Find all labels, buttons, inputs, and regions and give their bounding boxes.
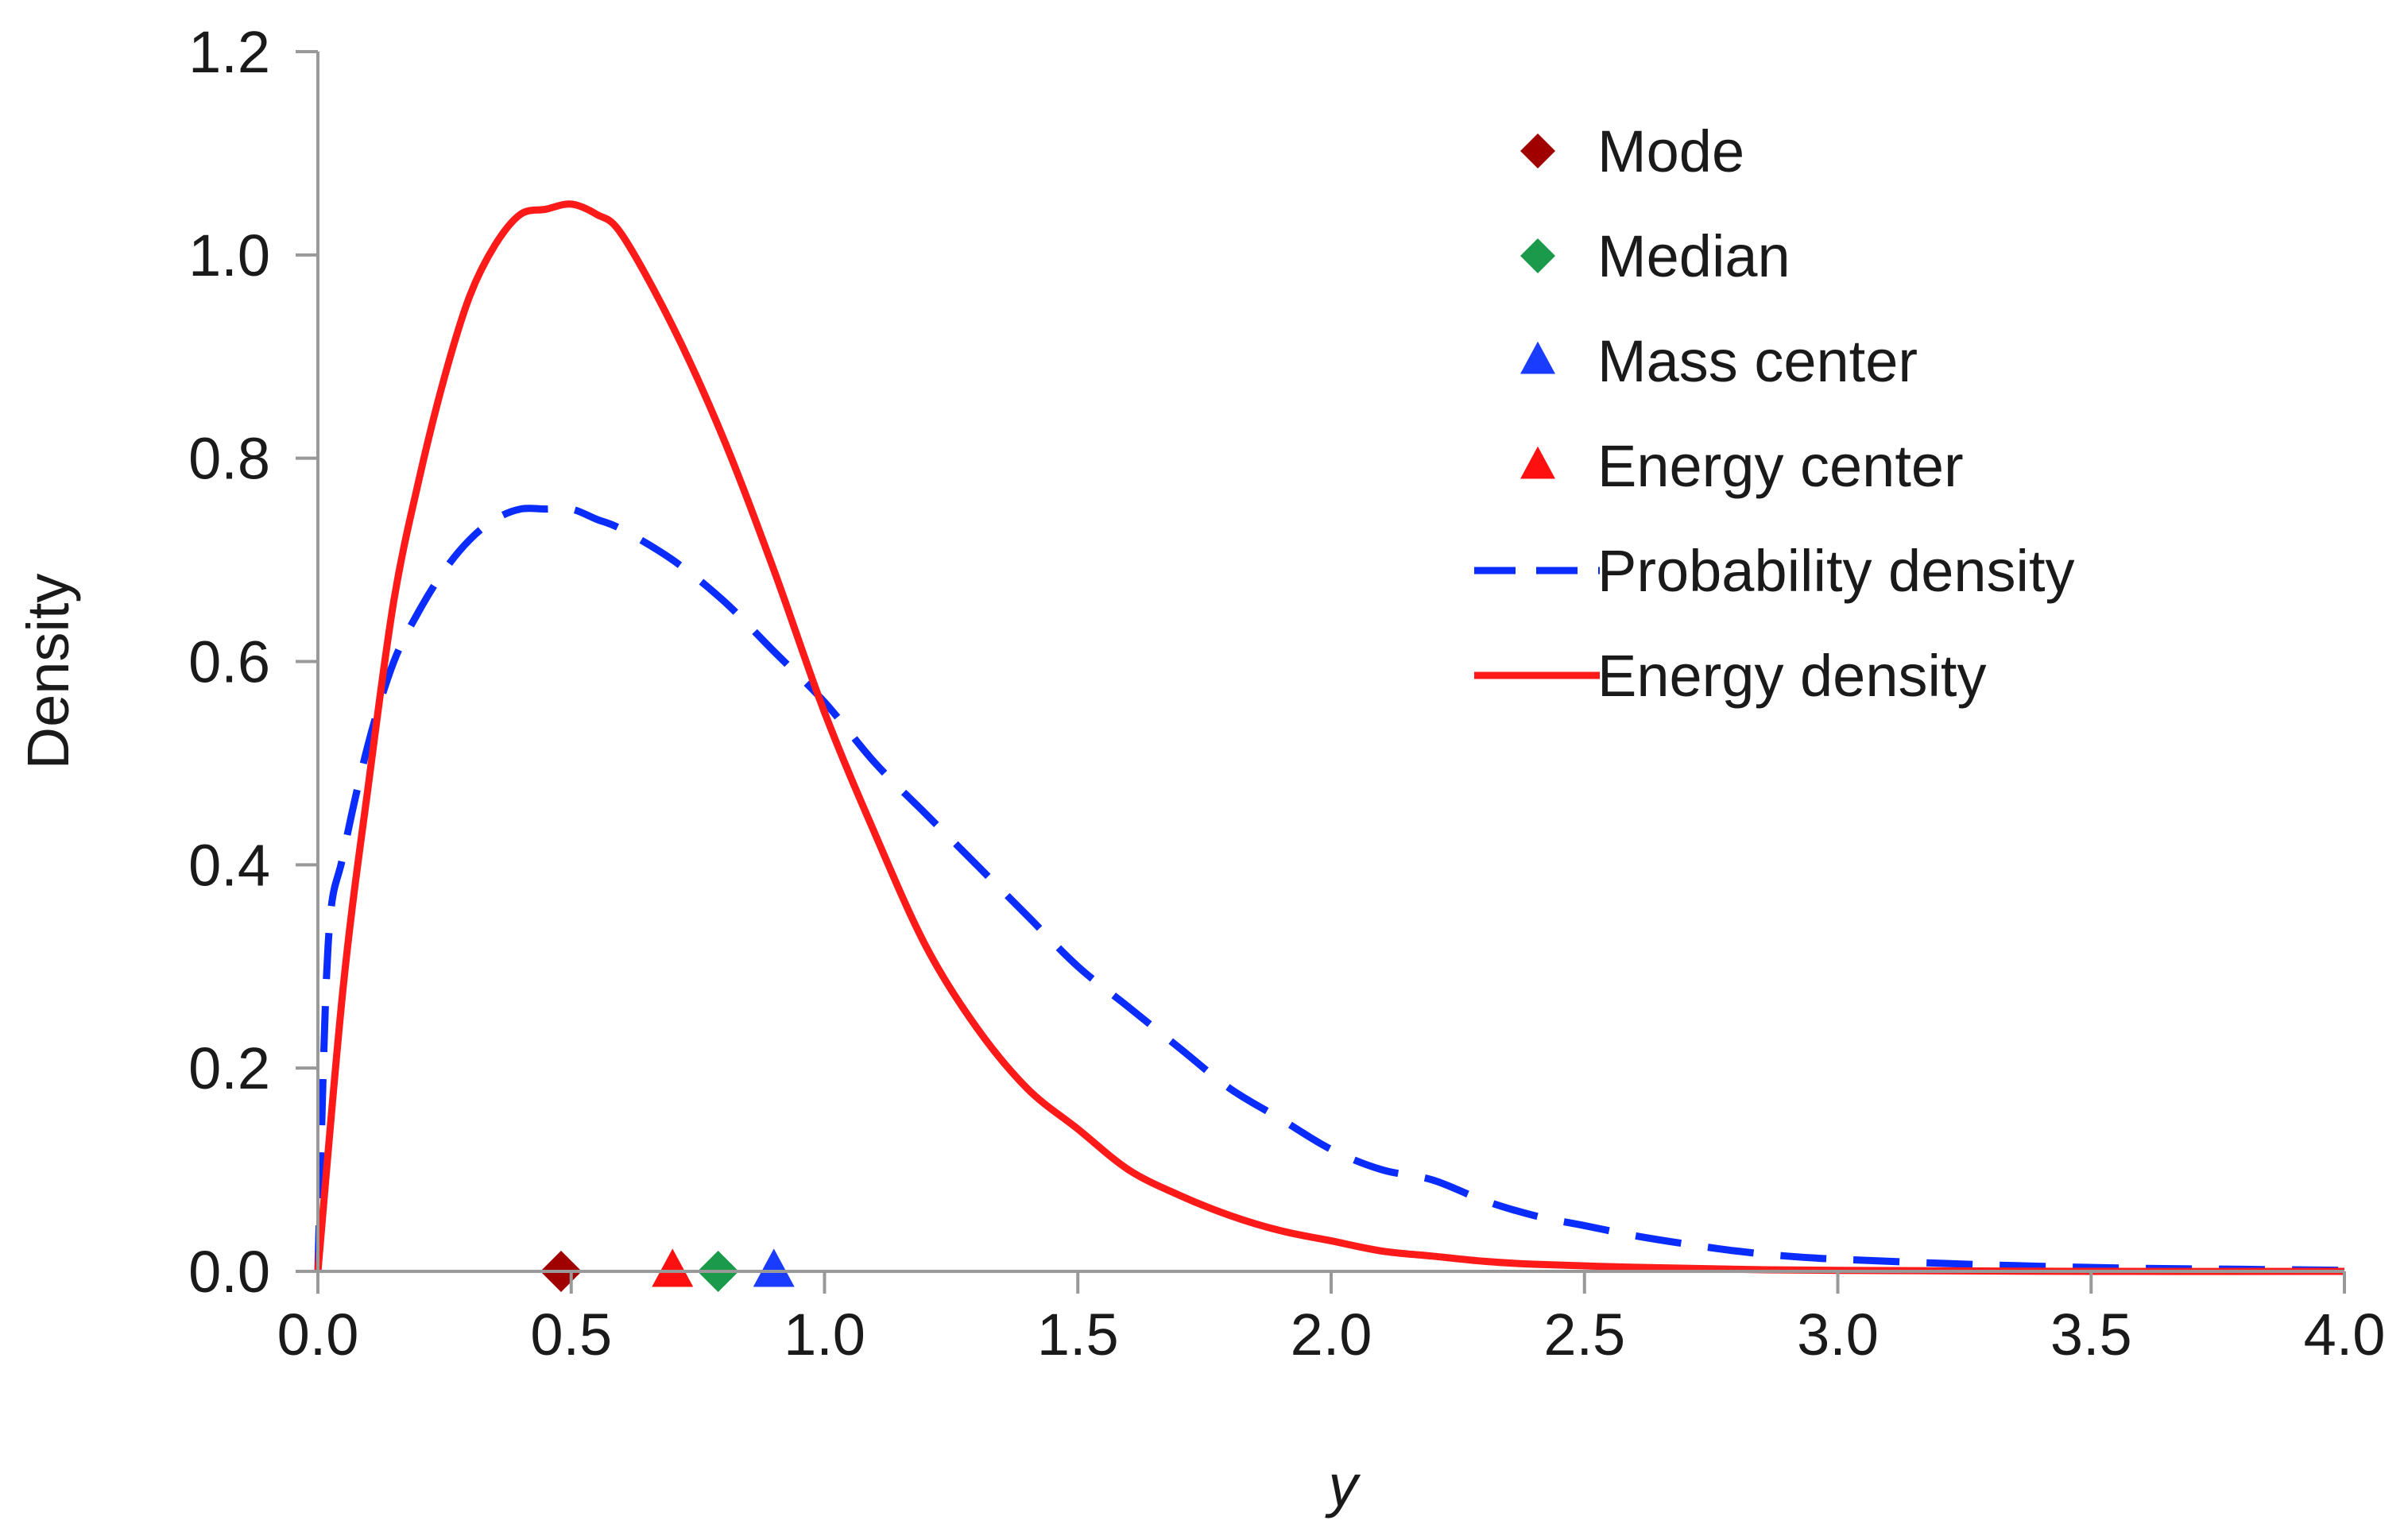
x-tick-labels: 0.0 0.5 1.0 1.5 2.0 2.5 3.0 3.5 4.0 xyxy=(277,1302,2386,1368)
legend-swatch-median xyxy=(1520,238,1555,273)
y-tick-label: 1.0 xyxy=(188,222,270,288)
legend-label: Energy density xyxy=(1597,643,1987,709)
legend-label: Probability density xyxy=(1597,538,2075,604)
x-tick-label: 2.0 xyxy=(1291,1302,1372,1368)
x-tick-label: 4.0 xyxy=(2304,1302,2386,1368)
y-tick-label: 0.4 xyxy=(188,832,270,898)
legend-item-mode: Mode xyxy=(1520,118,1744,184)
x-tick-label: 0.0 xyxy=(277,1302,359,1368)
legend-label: Mode xyxy=(1597,118,1744,184)
legend-swatch-energy-center xyxy=(1520,446,1555,479)
x-axis-title: y xyxy=(1325,1453,1361,1518)
x-tick-label: 0.5 xyxy=(530,1302,612,1368)
y-tick-label: 0.0 xyxy=(188,1239,270,1305)
legend-item-probability-density: Probability density xyxy=(1474,538,2075,604)
plot-area xyxy=(314,200,2345,1292)
legend: Mode Median Mass center Energy center Probab… xyxy=(1474,118,2075,709)
x-tick-label: 3.0 xyxy=(1797,1302,1879,1368)
y-tick-label: 0.6 xyxy=(188,629,270,695)
x-tick-label: 1.5 xyxy=(1037,1302,1119,1368)
y-tick-label: 0.8 xyxy=(188,426,270,492)
x-tick-label: 3.5 xyxy=(2050,1302,2132,1368)
legend-label: Energy center xyxy=(1597,433,1964,499)
legend-swatch-mass-center xyxy=(1520,341,1555,374)
legend-item-energy-center: Energy center xyxy=(1520,433,1964,499)
energy-density-line xyxy=(314,200,2345,1275)
x-tick-label: 1.0 xyxy=(784,1302,865,1368)
x-tick-label: 2.5 xyxy=(1543,1302,1625,1368)
legend-item-energy-density: Energy density xyxy=(1474,643,1987,709)
legend-swatch-mode xyxy=(1520,133,1555,168)
energy-center-marker xyxy=(652,1248,694,1287)
mass-center-marker xyxy=(753,1248,795,1287)
legend-label: Median xyxy=(1597,223,1791,289)
probability-density-line xyxy=(314,505,2345,1275)
legend-item-median: Median xyxy=(1520,223,1791,289)
y-tick-label: 0.2 xyxy=(188,1035,270,1101)
y-tick-label: 1.2 xyxy=(188,19,270,85)
y-tick-labels: 0.0 0.2 0.4 0.6 0.8 1.0 1.2 xyxy=(188,19,270,1305)
legend-label: Mass center xyxy=(1597,328,1918,394)
y-axis-title: Density xyxy=(15,574,81,770)
legend-item-mass-center: Mass center xyxy=(1520,328,1918,394)
axes xyxy=(296,50,2346,1294)
